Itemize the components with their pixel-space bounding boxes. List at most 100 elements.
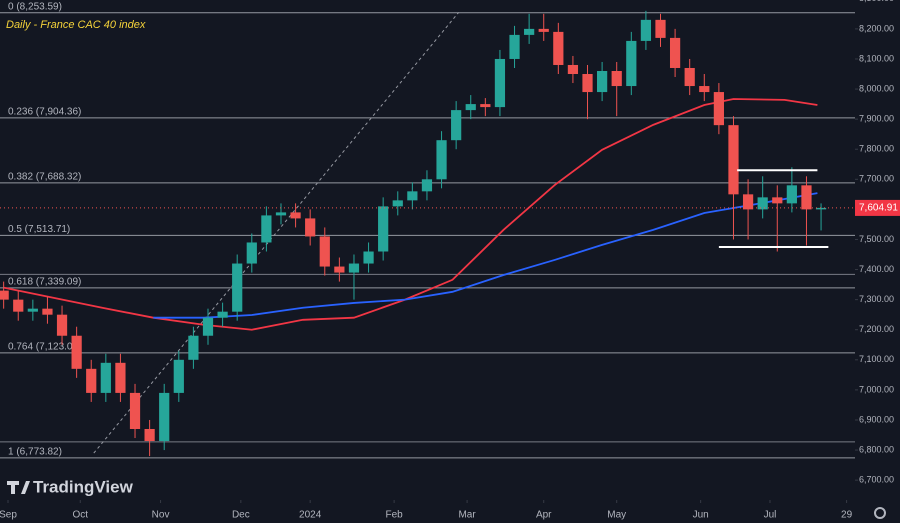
last-price-box (855, 199, 900, 216)
candle-body (801, 185, 812, 210)
price-axis-bg (855, 0, 900, 523)
candle-body (363, 251, 374, 264)
fib-label: 1 (6,773.82) (8, 447, 62, 458)
candle-body (684, 67, 695, 87)
brand: TradingView (33, 477, 134, 496)
candle-body (407, 191, 418, 201)
y-tick-label: 7,400.00 (859, 264, 894, 274)
y-tick-label: 8,000.00 (859, 83, 894, 93)
candle-body (232, 263, 243, 312)
x-tick-label: Apr (536, 510, 552, 521)
y-tick-label: 7,800.00 (859, 144, 894, 154)
candle-body (27, 308, 38, 312)
candle-body (71, 335, 82, 369)
candle-body (159, 392, 170, 442)
fib-label: 0.382 (7,688.32) (8, 171, 81, 182)
candle-body (305, 218, 316, 237)
candle-body (538, 28, 549, 32)
candle-body (0, 290, 9, 300)
fib-label: 0.5 (7,513.71) (8, 224, 70, 235)
candle-body (392, 200, 403, 207)
candle-body (509, 34, 520, 59)
candle-body (202, 317, 214, 336)
candle-body (378, 206, 389, 252)
y-tick-label: 6,900.00 (859, 414, 894, 424)
y-tick-label: 7,100.00 (859, 354, 894, 364)
candle-body (582, 74, 593, 93)
candle-body (173, 359, 184, 393)
y-tick-label: 7,000.00 (859, 384, 894, 394)
x-tick-label: 29 (841, 510, 853, 521)
candle-body (567, 64, 579, 75)
candle-body (553, 31, 564, 65)
x-tick-label: Oct (73, 510, 89, 521)
candle-body (436, 140, 447, 180)
candle-body (334, 266, 345, 273)
x-tick-label: Jul (764, 510, 777, 521)
x-tick-label: May (607, 510, 626, 521)
candle-body (640, 19, 652, 41)
chart-title: Daily - France CAC 40 index (6, 19, 146, 31)
candle-body (217, 311, 228, 318)
moving-average (153, 192, 818, 319)
y-tick-label: 7,500.00 (859, 234, 894, 244)
x-tick-label: Nov (152, 510, 170, 521)
candle-body (275, 212, 287, 216)
candle-body (348, 263, 360, 273)
candle-body (524, 28, 535, 35)
candle-body (494, 58, 506, 108)
candle-body (129, 392, 141, 430)
x-tick-label: 2024 (299, 510, 322, 521)
fib-label: 0 (8,253.59) (8, 1, 62, 12)
candle-body (246, 242, 257, 264)
candle-body (626, 40, 637, 87)
candle-body (144, 429, 155, 442)
y-tick-label: 6,800.00 (859, 444, 894, 454)
candle-body (188, 335, 199, 360)
candle-body (669, 37, 681, 68)
y-tick-label: 7,900.00 (859, 114, 894, 124)
candle-body (757, 197, 768, 210)
y-tick-label: 8,100.00 (859, 53, 894, 63)
candle-body (86, 368, 97, 393)
settings-icon[interactable] (874, 507, 886, 519)
x-tick-label: Sep (0, 510, 17, 521)
candle-body (13, 299, 24, 312)
candle-body (451, 110, 462, 141)
candle-body (421, 179, 433, 192)
candle-body (728, 125, 739, 195)
candle-body (772, 197, 783, 204)
x-tick-label: Dec (232, 510, 250, 521)
brand-logo (7, 481, 30, 494)
candle-body (699, 86, 710, 93)
candle-body (786, 185, 797, 204)
candle-body (815, 207, 827, 210)
x-tick-label: Jun (693, 510, 709, 521)
candle-body (261, 215, 272, 243)
y-tick-label: 7,200.00 (859, 324, 894, 334)
candle-body (742, 194, 754, 210)
y-tick-label: 8,300.00 (859, 0, 894, 3)
y-tick-label: 6,700.00 (859, 475, 894, 485)
candle-body (465, 104, 476, 111)
fib-label: 0.236 (7,904.36) (8, 106, 81, 117)
y-tick-label: 7,700.00 (859, 174, 894, 184)
y-tick-label: 7,300.00 (859, 294, 894, 304)
candle-body (100, 362, 111, 393)
last-price-label: 7,604.91 (859, 203, 898, 214)
candle-body (115, 362, 126, 393)
fib-label: 0.764 (7,123.05) (8, 342, 81, 353)
candle-body (56, 314, 68, 336)
candle-body (655, 19, 666, 38)
candle-body (713, 92, 724, 126)
fib-label: 0.618 (7,339.09) (8, 277, 81, 288)
x-tick-label: Feb (385, 510, 403, 521)
trendline (93, 12, 460, 454)
x-tick-label: Mar (458, 510, 476, 521)
candle-body (480, 104, 491, 108)
candle-body (611, 70, 622, 87)
y-tick-label: 8,200.00 (859, 23, 894, 33)
